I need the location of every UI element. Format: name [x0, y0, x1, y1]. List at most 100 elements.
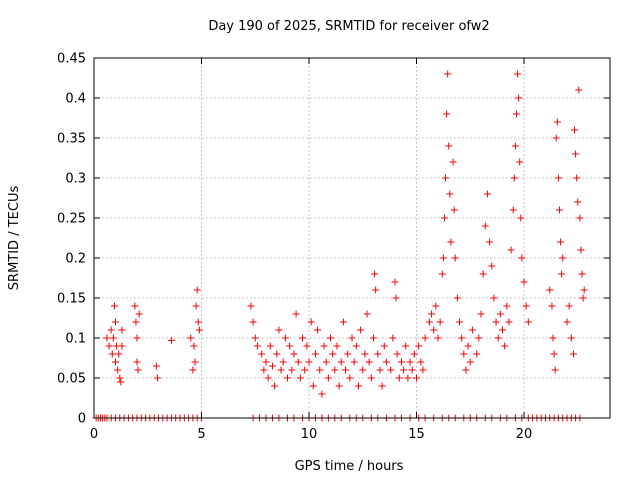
data-point — [453, 294, 461, 302]
data-point — [271, 382, 279, 390]
data-point — [309, 382, 317, 390]
data-point — [507, 246, 515, 254]
data-point — [574, 198, 582, 206]
data-point — [365, 358, 373, 366]
data-point — [346, 374, 354, 382]
data-point — [450, 206, 458, 214]
data-point — [108, 350, 116, 358]
data-point — [442, 174, 450, 182]
data-point — [579, 294, 587, 302]
data-point — [551, 366, 559, 374]
data-point — [473, 350, 481, 358]
data-point — [553, 118, 561, 126]
data-point — [492, 318, 500, 326]
data-point — [112, 358, 119, 366]
data-point — [118, 342, 126, 350]
data-point — [392, 294, 400, 302]
data-point — [371, 270, 379, 278]
data-point — [264, 374, 272, 382]
y-tick-label: 0.15 — [57, 292, 86, 307]
data-point — [115, 350, 123, 358]
data-point — [515, 94, 523, 102]
data-point — [262, 358, 270, 366]
data-point — [565, 302, 573, 310]
data-point — [191, 358, 199, 366]
data-point — [486, 238, 494, 246]
data-point — [503, 302, 511, 310]
data-point — [387, 366, 395, 374]
y-axis-label: SRMTID / TECUs — [7, 186, 22, 291]
y-tick-label: 0.4 — [65, 92, 86, 107]
data-point — [195, 326, 203, 334]
data-point — [512, 110, 520, 118]
data-point — [105, 342, 113, 350]
data-point — [331, 366, 339, 374]
y-tick-label: 0.2 — [65, 252, 86, 267]
data-point — [131, 302, 139, 310]
data-point — [511, 142, 519, 150]
data-point — [552, 134, 560, 142]
y-tick-label: 0.45 — [57, 52, 86, 67]
data-point — [421, 334, 429, 342]
data-point — [430, 326, 438, 334]
data-point — [554, 174, 562, 182]
data-point — [575, 86, 583, 94]
data-point — [578, 270, 586, 278]
data-point — [354, 382, 362, 390]
data-point — [577, 246, 585, 254]
data-point — [134, 366, 142, 374]
data-point — [376, 366, 384, 374]
data-point — [496, 310, 504, 318]
x-tick-label: 5 — [197, 427, 205, 442]
data-point — [292, 310, 300, 318]
data-point — [361, 350, 369, 358]
grid-lines — [94, 58, 610, 418]
data-point — [443, 110, 451, 118]
data-point — [404, 374, 412, 382]
data-point — [167, 336, 175, 344]
data-point — [318, 390, 326, 398]
data-point — [428, 310, 436, 318]
data-point — [114, 366, 122, 374]
data-point — [189, 366, 197, 374]
data-point — [294, 358, 302, 366]
chart-title: Day 190 of 2025, SRMTID for receiver ofw… — [208, 19, 489, 34]
data-point — [408, 366, 416, 374]
data-point — [458, 334, 466, 342]
data-point — [118, 326, 126, 334]
data-point — [258, 350, 266, 358]
data-point — [417, 358, 425, 366]
data-point — [462, 366, 470, 374]
data-point — [558, 270, 566, 278]
data-point — [415, 342, 423, 350]
data-point — [251, 334, 259, 342]
data-marks — [92, 70, 588, 422]
data-point — [320, 342, 328, 350]
data-point — [363, 310, 371, 318]
data-point — [374, 350, 382, 358]
data-point — [382, 358, 390, 366]
data-point — [576, 214, 584, 222]
data-point — [305, 358, 313, 366]
data-point — [555, 206, 563, 214]
data-point — [559, 254, 567, 262]
data-point — [573, 174, 581, 182]
data-point — [190, 342, 198, 350]
data-point — [253, 342, 261, 350]
data-point — [444, 70, 452, 78]
data-point — [563, 318, 571, 326]
data-point — [509, 206, 517, 214]
data-point — [322, 358, 330, 366]
axes: 0 0.05 0.1 0.15 0.2 0.25 0.3 0.35 0.4 0.45 0 5 10 15 2… — [57, 52, 610, 442]
data-point — [505, 318, 513, 326]
data-point — [432, 302, 440, 310]
y-tick-label: 0.25 — [57, 212, 86, 227]
data-point — [333, 342, 341, 350]
data-point — [110, 302, 118, 310]
data-point — [456, 318, 463, 326]
data-point — [133, 358, 141, 366]
data-point — [132, 318, 140, 326]
data-point — [516, 158, 524, 166]
data-point — [286, 342, 294, 350]
data-point — [434, 334, 442, 342]
